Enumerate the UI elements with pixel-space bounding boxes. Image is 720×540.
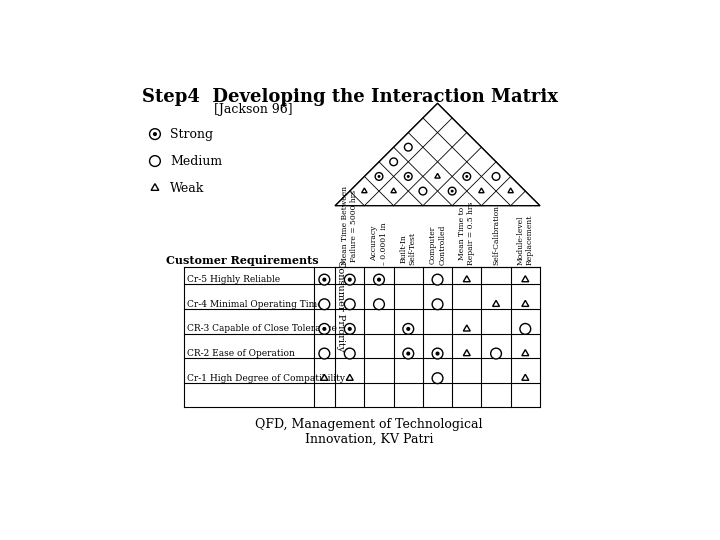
Circle shape xyxy=(432,274,443,285)
Text: CR-3 Capable of Close Tolerance: CR-3 Capable of Close Tolerance xyxy=(187,325,337,333)
Polygon shape xyxy=(391,188,396,193)
Text: Consumer Priority: Consumer Priority xyxy=(336,260,345,351)
Text: Step4  Developing the Interaction Matrix: Step4 Developing the Interaction Matrix xyxy=(142,88,558,106)
Polygon shape xyxy=(508,188,513,193)
Text: Cr-1 High Degree of Compatibility: Cr-1 High Degree of Compatibility xyxy=(187,374,346,383)
Circle shape xyxy=(344,348,355,359)
Circle shape xyxy=(463,173,471,180)
Circle shape xyxy=(436,352,440,356)
Circle shape xyxy=(323,327,326,331)
Circle shape xyxy=(323,278,326,282)
Circle shape xyxy=(348,278,352,282)
Polygon shape xyxy=(522,349,528,356)
Circle shape xyxy=(492,173,500,180)
Polygon shape xyxy=(321,374,328,380)
Circle shape xyxy=(406,352,410,356)
Text: Strong: Strong xyxy=(171,127,213,140)
Polygon shape xyxy=(492,300,500,306)
Circle shape xyxy=(344,274,355,285)
Circle shape xyxy=(432,299,443,309)
Circle shape xyxy=(319,348,330,359)
Circle shape xyxy=(419,187,427,195)
Circle shape xyxy=(432,373,443,383)
Circle shape xyxy=(344,299,355,309)
Text: CR-2 Ease of Operation: CR-2 Ease of Operation xyxy=(187,349,295,358)
Circle shape xyxy=(403,348,414,359)
Circle shape xyxy=(374,274,384,285)
Polygon shape xyxy=(464,276,470,282)
Circle shape xyxy=(520,323,531,334)
Circle shape xyxy=(451,190,454,193)
Circle shape xyxy=(344,323,355,334)
Polygon shape xyxy=(522,300,528,306)
Text: Cr-5 Highly Reliable: Cr-5 Highly Reliable xyxy=(187,275,280,284)
Polygon shape xyxy=(151,184,159,190)
Circle shape xyxy=(153,132,157,136)
Text: Self-Calibration: Self-Calibration xyxy=(492,205,500,265)
Polygon shape xyxy=(435,173,440,178)
Polygon shape xyxy=(522,374,528,380)
Text: Cr-4 Minimal Operating Time: Cr-4 Minimal Operating Time xyxy=(187,300,323,309)
Polygon shape xyxy=(464,349,470,356)
Circle shape xyxy=(150,156,161,166)
Text: Mean Time Between
Failure = 5000 hrs: Mean Time Between Failure = 5000 hrs xyxy=(341,186,359,265)
Text: Medium: Medium xyxy=(171,154,222,167)
Circle shape xyxy=(405,143,412,151)
Circle shape xyxy=(490,348,501,359)
Circle shape xyxy=(319,323,330,334)
Polygon shape xyxy=(335,103,540,206)
Circle shape xyxy=(407,175,410,178)
Circle shape xyxy=(319,299,330,309)
Circle shape xyxy=(375,173,383,180)
Circle shape xyxy=(465,175,468,178)
Circle shape xyxy=(377,175,380,178)
Polygon shape xyxy=(464,325,470,331)
Circle shape xyxy=(150,129,161,139)
Text: Accuracy
– 0.0001 in: Accuracy – 0.0001 in xyxy=(370,222,387,265)
Circle shape xyxy=(374,299,384,309)
Circle shape xyxy=(319,274,330,285)
Polygon shape xyxy=(479,188,484,193)
Circle shape xyxy=(390,158,397,166)
Text: Weak: Weak xyxy=(171,181,204,194)
Polygon shape xyxy=(361,188,367,193)
Text: Customer Requirements: Customer Requirements xyxy=(166,255,319,266)
Circle shape xyxy=(449,187,456,195)
Circle shape xyxy=(403,323,414,334)
Text: QFD, Management of Technological
Innovation, KV Patri: QFD, Management of Technological Innovat… xyxy=(256,418,482,446)
Circle shape xyxy=(432,348,443,359)
Circle shape xyxy=(405,173,412,180)
Text: Computer
Controlled: Computer Controlled xyxy=(429,225,446,265)
Text: Module-level
Replacement: Module-level Replacement xyxy=(517,214,534,265)
Text: Mean Time to
Repair = 0.5 hrs: Mean Time to Repair = 0.5 hrs xyxy=(458,201,475,265)
Polygon shape xyxy=(346,374,354,380)
Polygon shape xyxy=(522,276,528,282)
Circle shape xyxy=(348,327,352,331)
Text: Built-In
Self-Test: Built-In Self-Test xyxy=(400,232,417,265)
Text: [Jackson 96]: [Jackson 96] xyxy=(214,103,293,116)
Circle shape xyxy=(406,327,410,331)
Circle shape xyxy=(377,278,381,282)
